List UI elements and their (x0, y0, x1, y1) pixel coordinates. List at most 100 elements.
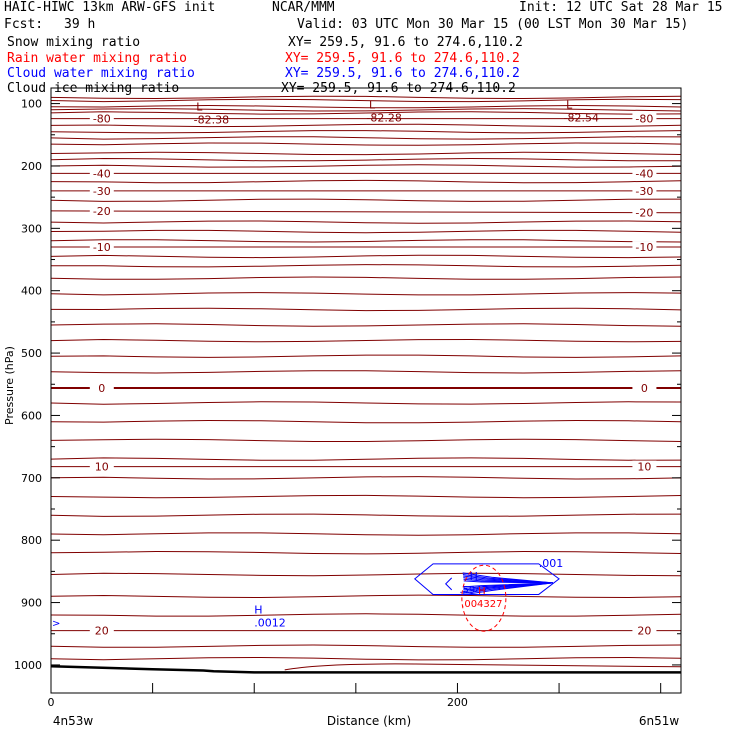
y-axis-title: Pressure (hPa) (3, 346, 16, 425)
isotherm-line (50, 210, 682, 214)
isotherm-line (50, 95, 682, 100)
isotherm-label-left: 0 (98, 382, 105, 395)
isotherm-label-gap (89, 460, 114, 473)
isotherm-line (50, 656, 682, 661)
isotherm-label-right: 10 (637, 461, 651, 474)
y-tick-label: 400 (21, 285, 42, 298)
y-tick-label: 900 (21, 597, 42, 610)
cloud-water-max-value: .5947 (459, 585, 488, 596)
isotherm-label-gap (89, 184, 114, 197)
x-tick-label: 0 (48, 696, 55, 709)
cloud-water-max-symbol: H (470, 570, 478, 583)
y-tick-label: 700 (21, 472, 42, 485)
isotherm-line (50, 550, 682, 555)
x-tick-label: 200 (447, 696, 468, 709)
cloud-water-edge-marker: > (52, 618, 60, 629)
isotherm-label-left: -80 (93, 113, 111, 126)
isotherm-label-right: 0 (641, 382, 648, 395)
y-tick-label: 200 (21, 160, 42, 173)
isotherm-label-left: -20 (93, 205, 111, 218)
isotherm-line (50, 307, 682, 312)
isotherm-line (50, 532, 682, 536)
rain-water-contour (461, 564, 507, 632)
isotherm-label-gap (632, 206, 657, 219)
isotherm-line (50, 644, 682, 648)
isotherm-label-right: -40 (635, 167, 653, 180)
y-tick-label: 300 (21, 222, 42, 235)
isotherm-label-gap (89, 241, 114, 254)
isotherm-line (50, 136, 682, 140)
isotherm-line (50, 98, 682, 103)
init-time: Init: 12 UTC Sat 28 Mar 15 (519, 0, 723, 15)
isotherm-line (50, 338, 682, 343)
isotherm-line (50, 292, 682, 296)
isotherm-line (50, 572, 682, 577)
isotherm-line (50, 457, 682, 461)
plot-border (50, 87, 682, 694)
valid-time: Valid: 03 UTC Mon 30 Mar 15 (00 LST Mon … (297, 17, 689, 32)
isotherm-label-right: -80 (635, 113, 653, 126)
cloud-water-contour (445, 577, 453, 591)
isotherm-label-gap (632, 382, 657, 395)
isotherm-line (51, 264, 682, 268)
isotherm-line (50, 370, 682, 374)
field-rain-name: Rain water mixing ratio (7, 51, 188, 66)
isotherm-label-right: -20 (635, 207, 653, 220)
isotherm-line (50, 142, 682, 146)
minimum-value: -82.28 (366, 112, 401, 125)
cloud-water-low-symbol: H (254, 604, 262, 617)
field-snow-xy: XY= 259.5, 91.6 to 274.6,110.2 (288, 35, 523, 50)
isotherm-line (50, 111, 682, 115)
isotherm-line (50, 476, 682, 480)
forecast-hours: 39 h (64, 17, 96, 32)
isotherm-label-gap (89, 112, 114, 125)
isotherm-line (50, 151, 682, 156)
isotherm-line (50, 438, 682, 442)
isotherm-label-gap (632, 167, 657, 180)
isotherm-line (50, 323, 682, 327)
field-cloudwater-xy: XY= 259.5, 91.6 to 274.6,110.2 (285, 66, 520, 81)
isotherm-line (50, 239, 682, 243)
isotherm-line (284, 663, 682, 671)
x-end-location: 6n51w (639, 714, 680, 728)
minimum-symbol: L (566, 99, 573, 112)
isotherm-line (50, 276, 682, 280)
field-snow-name: Snow mixing ratio (7, 35, 141, 50)
isotherm-line (50, 123, 682, 128)
isotherm-line (50, 220, 682, 224)
header-block: HAIC-HIWC 13km ARW-GFS init NCAR/MMM Ini… (0, 0, 740, 100)
org-label: NCAR/MMM (272, 0, 335, 15)
isotherm-line (50, 229, 682, 234)
isotherm-line (50, 157, 681, 162)
field-cloudwater-name: Cloud water mixing ratio (7, 66, 195, 81)
isotherm-label-gap (632, 460, 657, 473)
isotherm-line (50, 401, 682, 405)
isotherm-line (50, 594, 682, 599)
isotherm-label-gap (89, 382, 114, 395)
temperature-isotherms: -80 -80 -40 -40 -30 -30 -20 -20 -10 -10 0 0 10 10 20 20 (50, 95, 682, 671)
y-tick-label: 800 (21, 534, 42, 547)
minimum-value: -82.54 (563, 112, 598, 125)
minimum-symbol: L (196, 100, 203, 113)
isotherm-line (50, 198, 682, 202)
isotherm-line (50, 179, 682, 184)
isotherm-label-gap (632, 624, 657, 637)
rain-water-max-value: .004327 (461, 599, 502, 610)
isotherm-line (50, 130, 682, 134)
cloud-water-contour (462, 572, 554, 596)
isotherm-label-left: -40 (93, 167, 111, 180)
isotherm-line (50, 513, 682, 517)
mixing-ratio-contours (413, 563, 560, 632)
isotherm-line (50, 419, 682, 424)
isotherm-line (50, 164, 682, 168)
y-tick-label: 500 (21, 347, 42, 360)
ground-surface (50, 664, 681, 674)
minimum-symbol: L (369, 99, 376, 112)
isotherm-label-right: -30 (635, 185, 653, 198)
isotherm-line (50, 108, 682, 112)
cloud-water-contour (413, 563, 560, 595)
minimum-value: -82.38 (194, 113, 229, 126)
y-tick-label: 100 (21, 98, 42, 111)
